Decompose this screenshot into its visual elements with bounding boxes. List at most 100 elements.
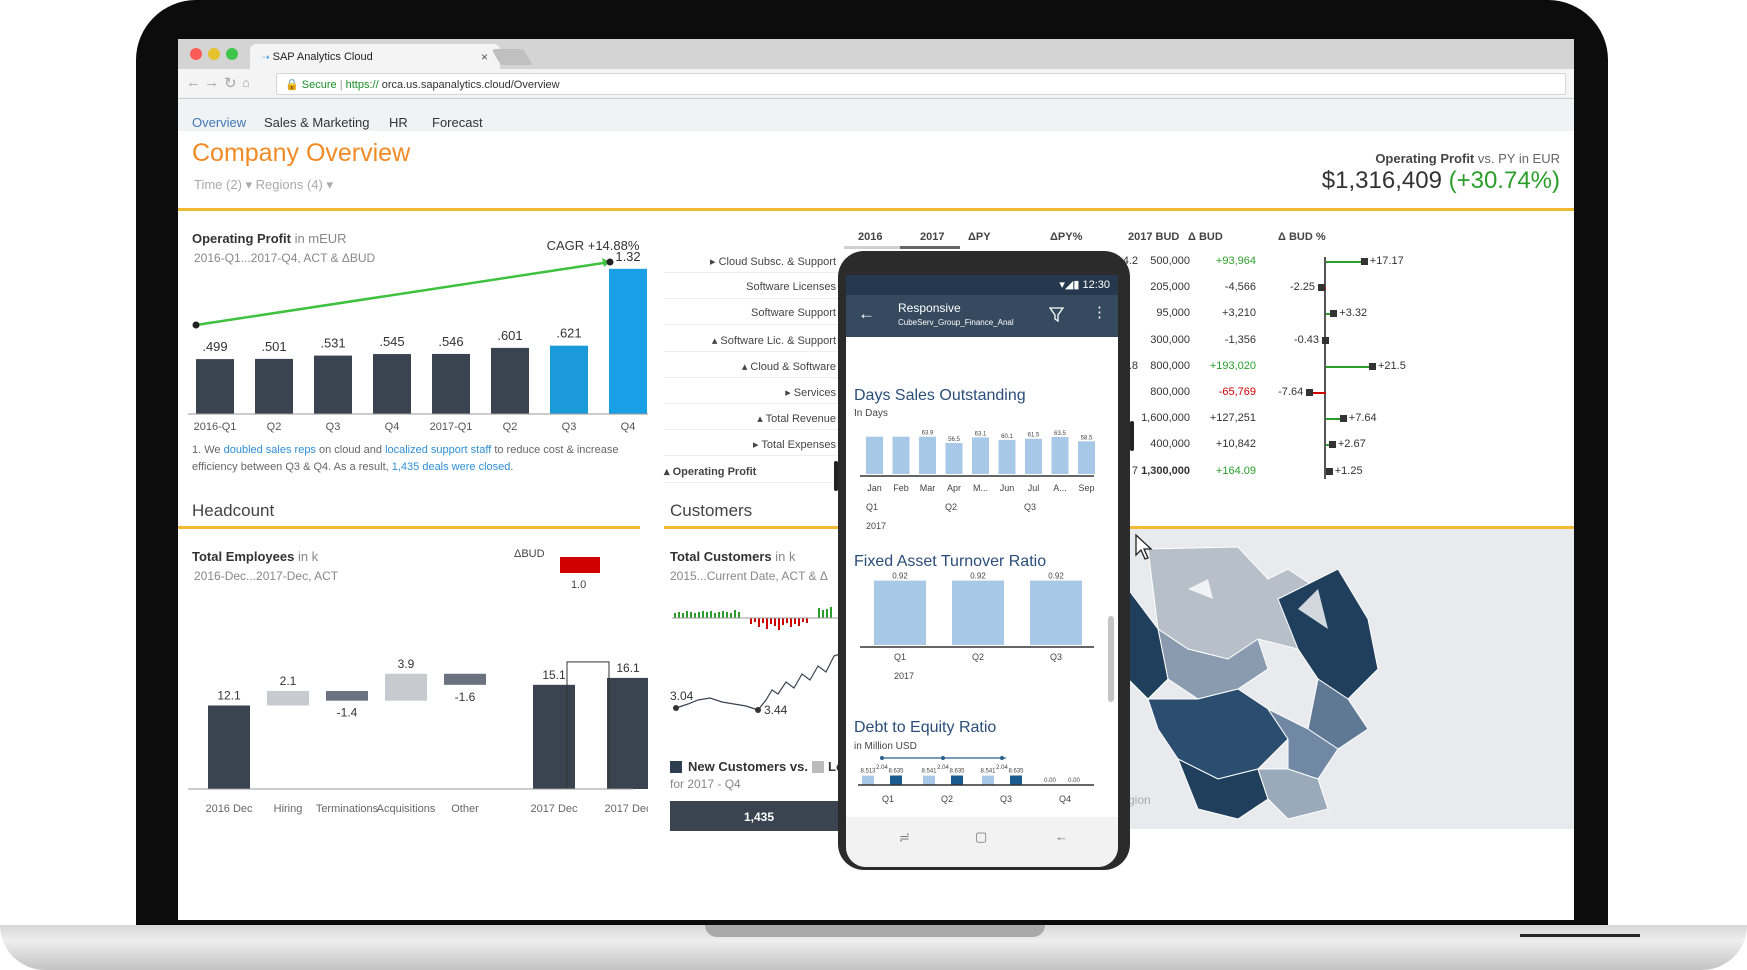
- table-row-label[interactable]: ▴ Operating Profit: [664, 465, 757, 478]
- de-bar: [951, 775, 963, 785]
- cagr-arrow-head: [602, 258, 610, 267]
- browser-tab[interactable]: ⇢ SAP Analytics Cloud ×: [250, 44, 500, 69]
- table-col-header[interactable]: Δ BUD %: [1278, 231, 1326, 243]
- headcount-bar: [326, 691, 368, 701]
- table-row-label[interactable]: ▸ Services: [785, 387, 836, 399]
- table-col-header[interactable]: 2017: [920, 231, 945, 243]
- table-row-label[interactable]: ▸ Total Expenses: [753, 439, 836, 452]
- headcount-bar: [607, 677, 648, 789]
- fat-bar: [1030, 580, 1082, 645]
- reload-icon[interactable]: ↻: [224, 75, 237, 92]
- op-profit-category-label: 2016-Q1: [194, 421, 237, 433]
- op-profit-bar-label: 1.32: [615, 249, 640, 264]
- headcount-divider: [178, 526, 640, 529]
- wifi-icon: ▾◢▮: [1059, 279, 1080, 291]
- op-profit-category-label: Q4: [621, 421, 636, 433]
- table-col-header[interactable]: ΔPY%: [1050, 231, 1083, 243]
- link-deals-closed[interactable]: 1,435 deals were closed: [391, 461, 511, 473]
- table-row-label[interactable]: ▴ Software Lic. & Support: [711, 334, 836, 347]
- table-cell-dbud: +193,020: [1209, 359, 1256, 372]
- table-cell-bud: 800,000: [1150, 386, 1190, 398]
- browser-window: ⇢ SAP Analytics Cloud × ← → ↻ ⌂ 🔒 Secure…: [178, 39, 1574, 920]
- headcount-bar-label: -1.6: [455, 690, 476, 704]
- de-bar-label: 8.635: [888, 769, 904, 775]
- table-row-label[interactable]: Software Licenses: [746, 281, 836, 294]
- dso-category-label: Sep: [1078, 483, 1094, 493]
- op-profit-note: 1. We doubled sales reps on cloud and lo…: [192, 444, 619, 473]
- table-cell-bud-pct: -2.25: [1289, 281, 1316, 294]
- bud-pct-bar: [1326, 418, 1343, 421]
- recent-apps-icon[interactable]: ≓: [899, 830, 910, 845]
- op-profit-bar-label: .501: [261, 339, 286, 354]
- bud-pct-marker: [1360, 258, 1368, 265]
- browser-tabbar: ⇢ SAP Analytics Cloud ×: [178, 39, 1574, 69]
- legend-lost-swatch: [812, 761, 824, 773]
- url-field[interactable]: 🔒 Secure | https:// orca.us.sapanalytics…: [276, 73, 1566, 95]
- headcount-category-label: 2016 Dec: [205, 803, 253, 815]
- op-profit-bar: [314, 355, 352, 414]
- headcount-category-label: Hiring: [274, 803, 303, 815]
- home-icon[interactable]: ▢: [975, 829, 988, 844]
- op-profit-category-label: Q2: [267, 421, 282, 433]
- op-profit-bar: [609, 268, 647, 414]
- table-cell-dbud: +3,210: [1222, 307, 1256, 320]
- phone-scrollbar[interactable]: [1108, 616, 1114, 702]
- laptop-edge-line: [1520, 934, 1640, 937]
- maximize-window-icon[interactable]: [226, 48, 238, 60]
- tab-sales-marketing[interactable]: Sales & Marketing: [264, 115, 370, 130]
- table-row-label[interactable]: ▴ Total Revenue: [757, 413, 836, 426]
- back-arrow-icon[interactable]: ←: [858, 304, 875, 323]
- table-col-header[interactable]: 2016: [858, 231, 883, 243]
- customers-subtitle: 2015...Current Date, ACT & Δ: [670, 569, 828, 583]
- op-profit-category-label: Q4: [385, 421, 400, 433]
- table-col-header[interactable]: 2017 BUD: [1128, 231, 1180, 243]
- table-row-label[interactable]: ▸ Cloud Subsc. & Support: [710, 256, 836, 268]
- minimize-window-icon[interactable]: [208, 48, 220, 60]
- table-row-label[interactable]: ▴ Cloud & Software: [741, 360, 836, 373]
- more-vert-icon[interactable]: ⋮: [1092, 304, 1107, 321]
- close-tab-icon[interactable]: ×: [480, 50, 488, 64]
- headcount-category-label: Terminations: [316, 803, 379, 815]
- customers-title: Total Customers in k: [670, 549, 796, 564]
- de-bar: [923, 775, 935, 785]
- dbud-label: ΔBUD: [514, 548, 545, 560]
- op-profit-bar-label: .499: [202, 339, 227, 354]
- table-row-label[interactable]: Software Support: [751, 307, 836, 320]
- link-localized-support[interactable]: localized support staff: [385, 444, 492, 456]
- table-cell-dbud: -4,566: [1224, 281, 1256, 294]
- fat-category-label: Q3: [1050, 652, 1062, 662]
- phone-status-bar: ▾◢▮ 12:30: [846, 275, 1118, 295]
- table-row-divider: [664, 481, 840, 483]
- table-cell-bud: 800,000: [1150, 359, 1190, 372]
- fat-year-label: 2017: [894, 671, 914, 681]
- table-row-divider: [664, 324, 840, 326]
- table-cell-bud-pct: +7.64: [1348, 412, 1377, 425]
- home-icon[interactable]: ⌂: [242, 75, 250, 90]
- tab-hr[interactable]: HR: [389, 115, 408, 130]
- fat-chart: 0.92 Q1 0.92 Q2 0.92 Q3 2017: [860, 572, 1094, 681]
- op-profit-category-label: Q3: [326, 421, 341, 433]
- headcount-bar: [385, 673, 427, 701]
- headcount-bar-label: 16.1: [616, 661, 640, 675]
- filter-icon[interactable]: [1049, 307, 1064, 322]
- customers-legend-sub: for 2017 - Q4: [670, 777, 741, 791]
- phone-app-title: Responsive: [898, 301, 961, 315]
- table-col-header[interactable]: ΔPY: [968, 231, 991, 243]
- dso-quarter-label: Q3: [1024, 502, 1036, 512]
- dso-bar: [972, 437, 989, 474]
- customers-summary-bar: 1,435: [670, 801, 848, 831]
- page-filters[interactable]: Time (2) ▾ Regions (4) ▾: [194, 177, 333, 192]
- tab-forecast[interactable]: Forecast: [432, 115, 483, 130]
- browser-tab-title: SAP Analytics Cloud: [272, 51, 373, 63]
- close-window-icon[interactable]: [190, 48, 202, 60]
- forward-arrow-icon[interactable]: →: [204, 74, 219, 91]
- link-doubled-sales-reps[interactable]: doubled sales reps: [223, 444, 316, 456]
- back-arrow-icon[interactable]: ←: [186, 74, 201, 91]
- bud-pct-marker: [1328, 441, 1336, 449]
- bud-pct-marker: [1318, 284, 1326, 292]
- dso-category-label: Jul: [1028, 483, 1040, 493]
- bud-pct-marker: [1339, 415, 1347, 423]
- table-col-header[interactable]: Δ BUD: [1188, 231, 1223, 243]
- back-icon[interactable]: ←: [1055, 829, 1068, 844]
- table-row-divider: [664, 455, 840, 457]
